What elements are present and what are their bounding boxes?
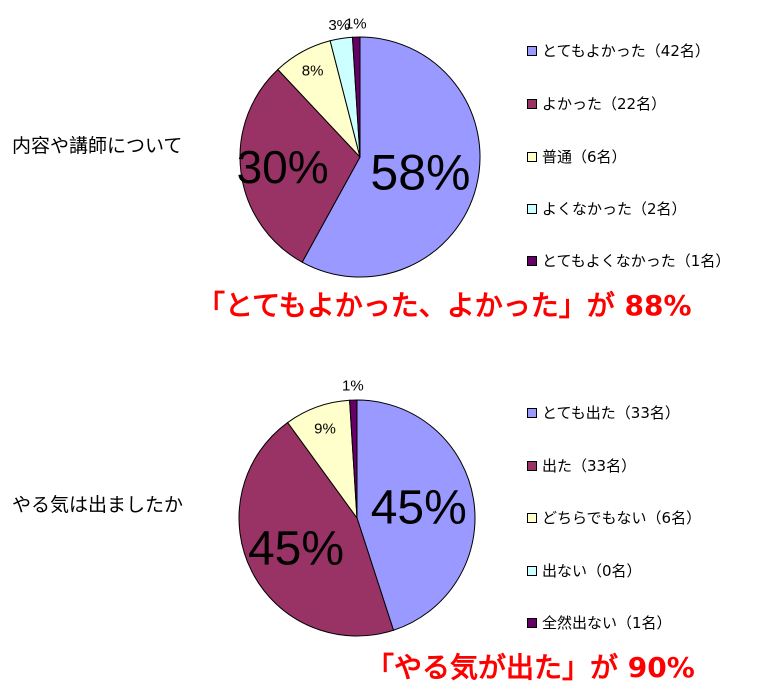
chart2-legend-item: どちらでもない（6名） xyxy=(527,507,701,528)
chart2-value-label-4: 1% xyxy=(342,377,364,394)
chart1-value-label-0: 58% xyxy=(370,145,470,201)
legend-swatch xyxy=(527,460,537,471)
legend-label: どちらでもない（6名） xyxy=(542,509,702,527)
chart2-legend-item: 全然出ない（1名） xyxy=(527,612,672,633)
legend-swatch xyxy=(527,255,537,266)
chart1-legend-item: とてもよかった（42名） xyxy=(527,40,710,61)
chart2-value-label-2: 9% xyxy=(314,421,336,438)
chart1-legend-item: よかった（22名） xyxy=(527,93,666,114)
chart1-value-label-3: 3% xyxy=(328,17,350,34)
legend-label: とてもよかった（42名） xyxy=(542,42,710,60)
chart2-legend-item: 出ない（0名） xyxy=(527,560,642,581)
legend-swatch xyxy=(527,617,537,628)
chart1-headline: 「とてもよかった、よかった」が 88% xyxy=(197,289,692,322)
chart2-slice-1 xyxy=(238,421,395,637)
chart1-legend-item: 普通（6名） xyxy=(527,146,627,167)
chart1-value-label-4: 1% xyxy=(345,15,367,32)
legend-swatch xyxy=(527,203,537,214)
chart1-legend-item: よくなかった（2名） xyxy=(527,198,687,219)
chart2-slice-4 xyxy=(349,399,358,519)
chart1-legend-item: とてもよくなかった（1名） xyxy=(527,250,730,271)
chart2-value-label-0: 45% xyxy=(371,482,467,535)
legend-label: とても出た（33名） xyxy=(542,404,680,422)
legend-label: 出ない（0名） xyxy=(542,562,642,580)
chart2-legend-item: 出た（33名） xyxy=(527,455,636,476)
legend-label: 普通（6名） xyxy=(542,148,627,166)
chart2-legend-item: とても出た（33名） xyxy=(527,402,680,423)
legend-label: よくなかった（2名） xyxy=(542,200,687,218)
chart1-value-label-2: 8% xyxy=(302,62,324,79)
chart1-slice-1 xyxy=(239,68,361,263)
legend-swatch xyxy=(527,98,537,109)
chart1-value-label-1: 30% xyxy=(237,141,329,193)
chart2-title: やる気は出ましたか xyxy=(12,494,184,516)
chart1-slice-4 xyxy=(351,36,361,158)
legend-label: とてもよくなかった（1名） xyxy=(542,252,731,270)
legend-label: 出た（33名） xyxy=(542,457,637,475)
chart2-headline: 「やる気が出た」が 90% xyxy=(366,651,695,684)
chart1-slice-0 xyxy=(301,36,481,278)
legend-swatch xyxy=(527,512,537,523)
legend-swatch xyxy=(527,565,537,576)
legend-swatch xyxy=(527,45,537,56)
chart1-title: 内容や講師について xyxy=(12,135,183,157)
legend-label: 全然出ない（1名） xyxy=(542,614,672,632)
legend-label: よかった（22名） xyxy=(542,95,667,113)
legend-swatch xyxy=(527,151,537,162)
chart2-slice-0 xyxy=(356,399,476,631)
legend-swatch xyxy=(527,407,537,418)
chart2-value-label-1: 45% xyxy=(248,523,344,576)
